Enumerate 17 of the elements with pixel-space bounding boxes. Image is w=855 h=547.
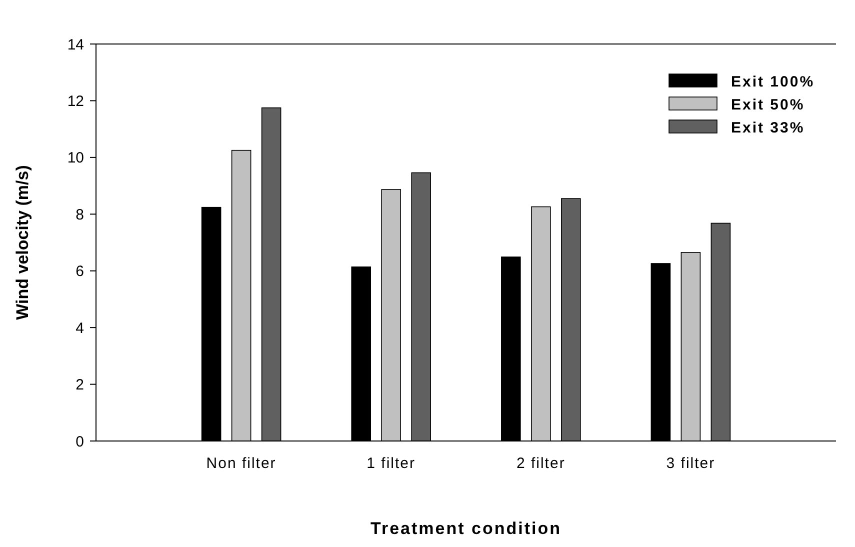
y-tick-label: 2 — [76, 376, 84, 394]
x-tick-label: 1 filter — [366, 455, 416, 472]
y-tick-label: 12 — [67, 92, 84, 110]
legend-label: Exit 50% — [731, 96, 805, 114]
x-tick-label: Non filter — [206, 455, 276, 472]
y-tick-label: 4 — [76, 320, 84, 337]
x-tick-label: 3 filter — [666, 455, 716, 472]
legend-label: Exit 100% — [731, 73, 815, 90]
y-tick-label: 10 — [67, 150, 84, 167]
x-axis-title: Treatment condition — [370, 519, 562, 538]
y-axis-title: Wind velocity (m/s) — [13, 165, 32, 320]
x-tick-label: 2 filter — [516, 455, 566, 472]
y-tick-label: 6 — [76, 263, 84, 280]
y-tick-label: 8 — [76, 206, 84, 224]
legend-label: Exit 33% — [731, 119, 805, 136]
y-tick-label: 0 — [76, 433, 84, 450]
y-tick-label: 14 — [67, 36, 84, 54]
